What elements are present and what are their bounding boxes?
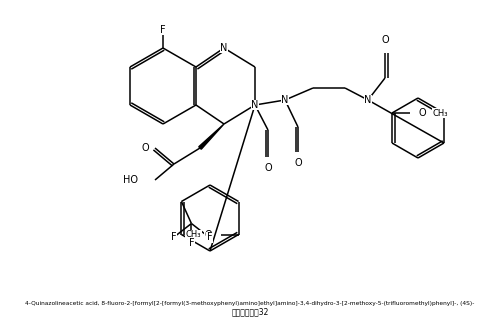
Text: O: O [141, 143, 149, 153]
Text: N: N [282, 95, 288, 105]
Text: N: N [364, 95, 372, 105]
Text: HO: HO [122, 175, 138, 185]
Text: O: O [205, 230, 212, 239]
Text: F: F [206, 232, 212, 243]
Text: CH₃: CH₃ [432, 108, 448, 117]
Text: N: N [220, 43, 228, 53]
Text: O: O [294, 158, 302, 168]
Text: 来特莫韦杂赈32: 来特莫韦杂赈32 [232, 308, 268, 316]
Text: O: O [418, 108, 426, 118]
Text: F: F [160, 25, 166, 35]
Text: F: F [170, 232, 176, 243]
Text: N: N [252, 100, 258, 110]
Text: F: F [188, 238, 194, 248]
Polygon shape [199, 124, 224, 149]
Text: O: O [381, 35, 389, 45]
Text: O: O [264, 163, 272, 173]
Text: 4-Quinazolineacetic acid, 8-fluoro-2-[formyl[2-[formyl(3-methoxyphenyl)amino]eth: 4-Quinazolineacetic acid, 8-fluoro-2-[fo… [26, 301, 474, 307]
Text: CH₃: CH₃ [186, 230, 202, 239]
